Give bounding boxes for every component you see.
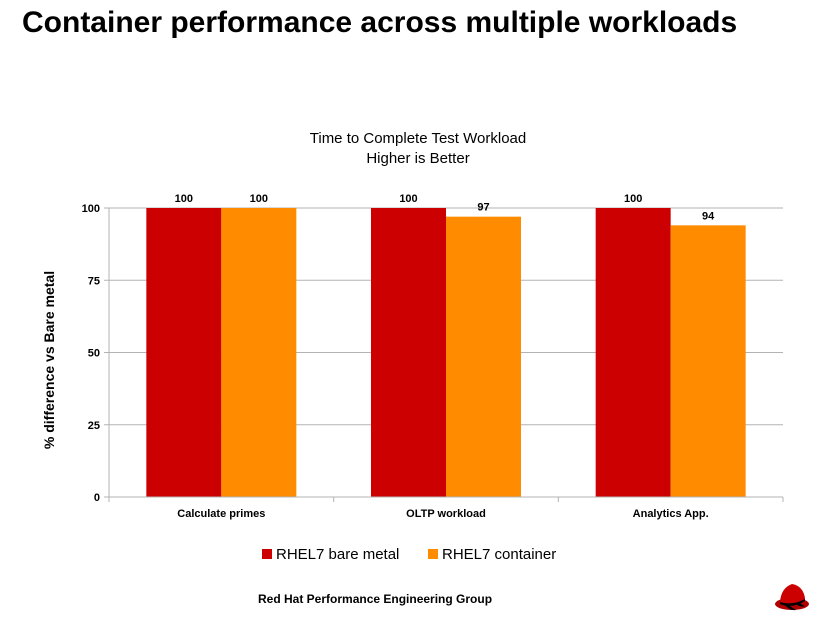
- legend: RHEL7 bare metal RHEL7 container: [262, 546, 556, 563]
- x-tick-label: Analytics App.: [633, 508, 709, 520]
- data-label: 100: [250, 193, 268, 205]
- y-tick-label: 0: [94, 492, 100, 504]
- bar: [670, 225, 746, 497]
- legend-swatch: [262, 549, 272, 559]
- chart-title: Time to Complete Test Workload: [310, 130, 526, 147]
- y-tick-label: 50: [88, 348, 100, 360]
- bar: [146, 208, 222, 497]
- bar: [221, 208, 297, 497]
- y-tick-label: 75: [88, 275, 100, 287]
- legend-swatch: [428, 549, 438, 559]
- y-axis-label: % difference vs Bare metal: [41, 271, 57, 449]
- data-label: 94: [702, 210, 715, 222]
- y-tick-label: 100: [82, 203, 100, 215]
- legend-label: RHEL7 bare metal: [276, 546, 399, 563]
- bar: [595, 208, 671, 497]
- x-tick-label: Calculate primes: [177, 508, 265, 520]
- data-label: 100: [624, 193, 642, 205]
- x-tick-label: OLTP workload: [406, 508, 486, 520]
- data-label: 100: [175, 193, 193, 205]
- data-label: 97: [477, 202, 489, 214]
- redhat-logo-icon: [772, 578, 812, 612]
- y-tick-label: 25: [88, 420, 100, 432]
- legend-label: RHEL7 container: [442, 546, 556, 563]
- chart-subtitle: Higher is Better: [366, 150, 469, 167]
- bars: 100 100 100 97 100 94: [146, 193, 746, 498]
- bar: [371, 208, 446, 497]
- footer-credit: Red Hat Performance Engineering Group: [258, 592, 493, 606]
- bar: [446, 216, 521, 498]
- data-label: 100: [399, 193, 417, 205]
- axes: 0 25 50 75 100 Calculate primes OLTP workload A…: [82, 203, 784, 520]
- slide-title: Container performance across multiple wo…: [22, 6, 738, 39]
